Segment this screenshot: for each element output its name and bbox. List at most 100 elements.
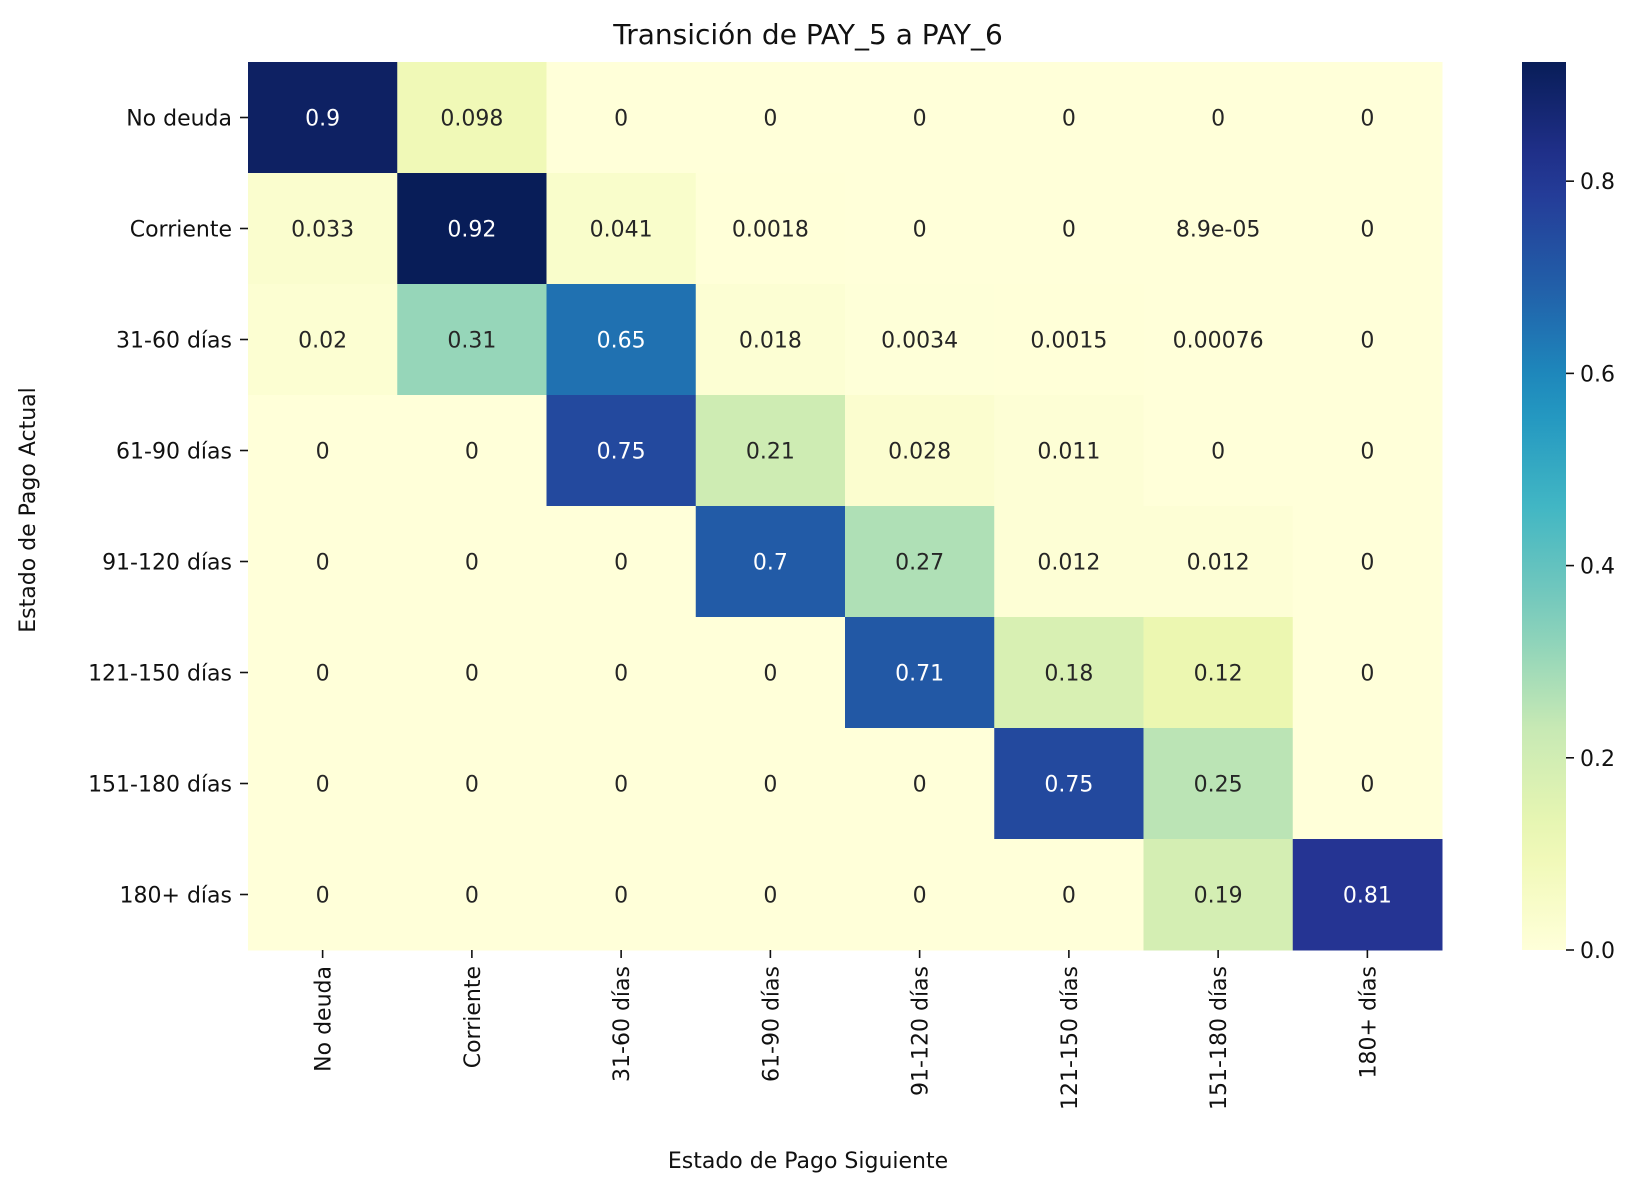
- colorbar: [1522, 62, 1566, 950]
- heatmap-cell-label: 0.028: [888, 440, 951, 465]
- heatmap-cell: [994, 617, 1144, 729]
- heatmap-cell: [397, 506, 547, 618]
- heatmap-cell: [1143, 62, 1294, 174]
- heatmap-cell-label: 0: [763, 662, 777, 687]
- heatmap-cell: [1143, 839, 1294, 951]
- heatmap-cell: [248, 839, 398, 951]
- heatmap-cell: [248, 506, 398, 618]
- heatmap-cell: [1292, 506, 1443, 618]
- heatmap-cell: [695, 395, 846, 507]
- heatmap-cell: [845, 839, 995, 951]
- heatmap-cell-label: 0.033: [291, 218, 354, 243]
- colorbar-ticks: 0.0 0.2 0.4 0.6 0.8: [1566, 170, 1615, 964]
- heatmap-cell-label: 0: [316, 773, 330, 798]
- heatmap-cell-label: 0: [1211, 107, 1225, 132]
- colorbar-tick-label: 0.8: [1580, 170, 1615, 195]
- heatmap-cell: [695, 284, 846, 396]
- heatmap-cell: [695, 617, 846, 729]
- colorbar-tick-label: 0.6: [1580, 362, 1615, 387]
- y-axis-label: Estado de Pago Actual: [16, 387, 41, 632]
- x-axis-label: Estado de Pago Siguiente: [668, 1149, 948, 1174]
- heatmap-cell-label: 0.75: [597, 440, 646, 465]
- x-tick-label: No deuda: [312, 966, 337, 1072]
- x-tick-label: 31-60 días: [610, 966, 635, 1082]
- heatmap-cell-label: 0: [1360, 329, 1374, 354]
- heatmap-cell: [248, 173, 398, 285]
- heatmap-cell-label: 0.71: [895, 662, 944, 687]
- heatmap-cell: [397, 839, 547, 951]
- heatmap-cell: [1292, 284, 1443, 396]
- heatmap-cell: [994, 395, 1144, 507]
- heatmap-cell: [845, 728, 995, 840]
- heatmap-cell: [546, 173, 697, 285]
- heatmap-cell: [397, 62, 547, 174]
- heatmap-cell: [546, 284, 697, 396]
- heatmap-cell-label: 0.041: [590, 218, 653, 243]
- heatmap-cell: [397, 728, 547, 840]
- heatmap-cell-label: 0.19: [1194, 884, 1243, 909]
- heatmap-cell-label: 0.81: [1343, 884, 1392, 909]
- heatmap-cell: [1143, 284, 1294, 396]
- heatmap-cell-label: 0: [316, 440, 330, 465]
- heatmap-cell-label: 0: [913, 107, 927, 132]
- heatmap-cell-label: 0.7: [753, 551, 788, 576]
- heatmap-cell: [695, 728, 846, 840]
- heatmap-cell: [845, 395, 995, 507]
- heatmap-cell-label: 0: [913, 773, 927, 798]
- heatmap-cell-label: 0.18: [1044, 662, 1093, 687]
- heatmap-cell: [1292, 395, 1443, 507]
- heatmap-cell-label: 0.00076: [1173, 329, 1264, 354]
- heatmap-cell: [695, 62, 846, 174]
- heatmap-cell-label: 0: [1360, 107, 1374, 132]
- heatmap-cell: [994, 728, 1144, 840]
- heatmap-cell-label: 0.098: [440, 107, 503, 132]
- heatmap-cell: [1143, 395, 1294, 507]
- heatmap-cell-label: 0: [1360, 551, 1374, 576]
- heatmap-cell: [397, 617, 547, 729]
- heatmap-cell-label: 0: [1360, 773, 1374, 798]
- heatmap-cell: [994, 173, 1144, 285]
- heatmap-cell: [994, 284, 1144, 396]
- chart-title: Transición de PAY_5 a PAY_6: [612, 18, 1003, 51]
- colorbar-tick-label: 0.4: [1580, 555, 1615, 580]
- heatmap-cell-label: 0.9: [305, 107, 340, 132]
- heatmap-cell: [248, 395, 398, 507]
- heatmap-cell-label: 0: [1062, 107, 1076, 132]
- heatmap-cell: [1143, 728, 1294, 840]
- heatmap-cell: [1143, 617, 1294, 729]
- heatmap-cell: [397, 395, 547, 507]
- heatmap-cell-label: 0: [913, 218, 927, 243]
- heatmap-cell-label: 0.21: [746, 440, 795, 465]
- y-tick-label: 180+ días: [120, 884, 232, 909]
- heatmap-cell: [845, 506, 995, 618]
- heatmap-cell-label: 0: [614, 551, 628, 576]
- heatmap-cell-label: 0: [465, 884, 479, 909]
- colorbar-tick-label: 0.2: [1580, 747, 1615, 772]
- heatmap-cell-label: 0: [763, 884, 777, 909]
- heatmap-cell-label: 0: [913, 884, 927, 909]
- heatmap-cell: [845, 284, 995, 396]
- heatmap-cell-label: 0.12: [1194, 662, 1243, 687]
- heatmap-cells: [248, 62, 1443, 951]
- heatmap-cell: [248, 62, 398, 174]
- heatmap-cell: [695, 839, 846, 951]
- heatmap-cell-label: 0.0018: [732, 218, 809, 243]
- heatmap-cell-label: 0: [316, 662, 330, 687]
- heatmap-cell-label: 0: [1360, 662, 1374, 687]
- y-tick-label: 31-60 días: [116, 329, 232, 354]
- heatmap-cell: [845, 62, 995, 174]
- heatmap-cell-label: 0.02: [298, 329, 347, 354]
- heatmap-cell: [1292, 62, 1443, 174]
- heatmap-cell: [397, 284, 547, 396]
- heatmap-cell-label: 0.0034: [881, 329, 958, 354]
- heatmap-cell-label: 0: [763, 773, 777, 798]
- heatmap-cell: [1292, 173, 1443, 285]
- x-tick-label: 121-150 días: [1058, 966, 1083, 1110]
- y-tick-label: 61-90 días: [116, 440, 232, 465]
- heatmap-cell: [546, 62, 697, 174]
- colorbar-tick-label: 0.0: [1580, 939, 1615, 964]
- heatmap-cell-label: 0: [1211, 440, 1225, 465]
- heatmap-cell-label: 8.9e-05: [1176, 218, 1260, 243]
- heatmap-cell: [397, 173, 547, 285]
- heatmap-cell: [695, 173, 846, 285]
